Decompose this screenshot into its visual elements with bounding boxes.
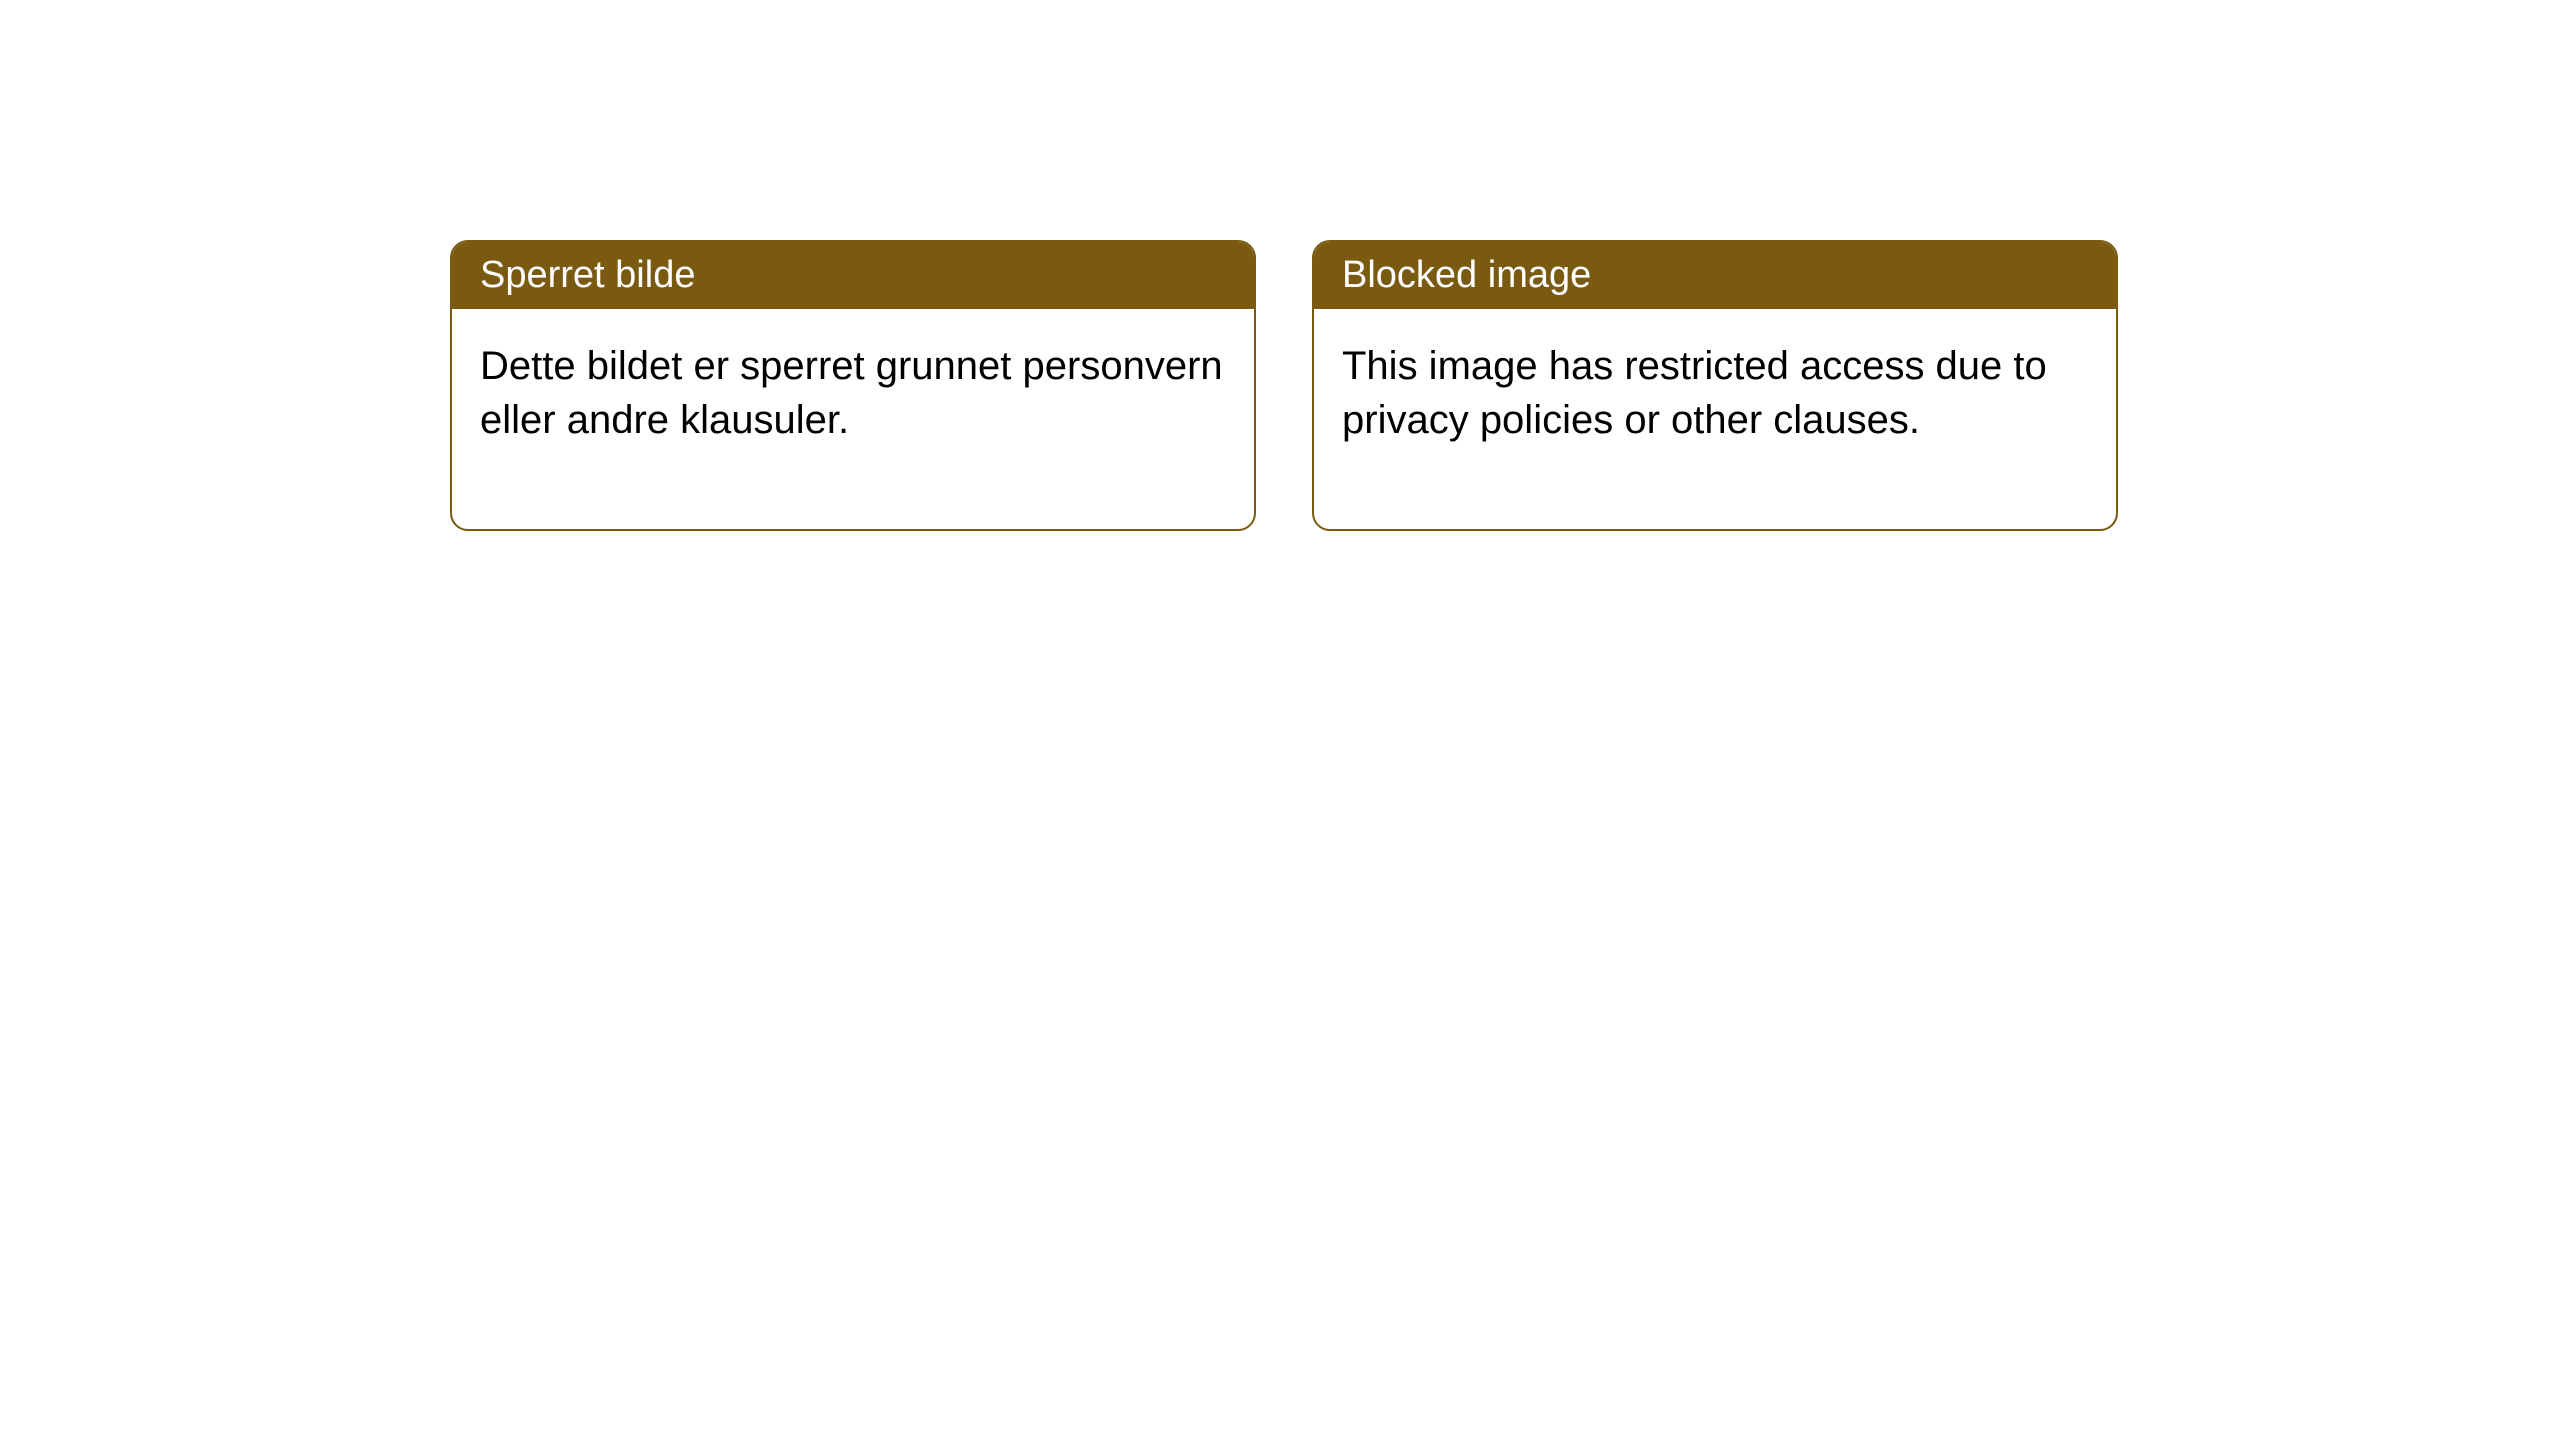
card-body-text: This image has restricted access due to … [1342, 344, 2047, 442]
notice-card-english: Blocked image This image has restricted … [1312, 240, 2118, 531]
notice-card-norwegian: Sperret bilde Dette bildet er sperret gr… [450, 240, 1256, 531]
card-body-text: Dette bildet er sperret grunnet personve… [480, 344, 1223, 442]
card-header: Sperret bilde [452, 242, 1254, 309]
card-title: Blocked image [1342, 254, 1591, 296]
card-title: Sperret bilde [480, 254, 695, 296]
card-body: This image has restricted access due to … [1314, 309, 2116, 529]
notice-container: Sperret bilde Dette bildet er sperret gr… [450, 240, 2118, 531]
card-body: Dette bildet er sperret grunnet personve… [452, 309, 1254, 529]
card-header: Blocked image [1314, 242, 2116, 309]
